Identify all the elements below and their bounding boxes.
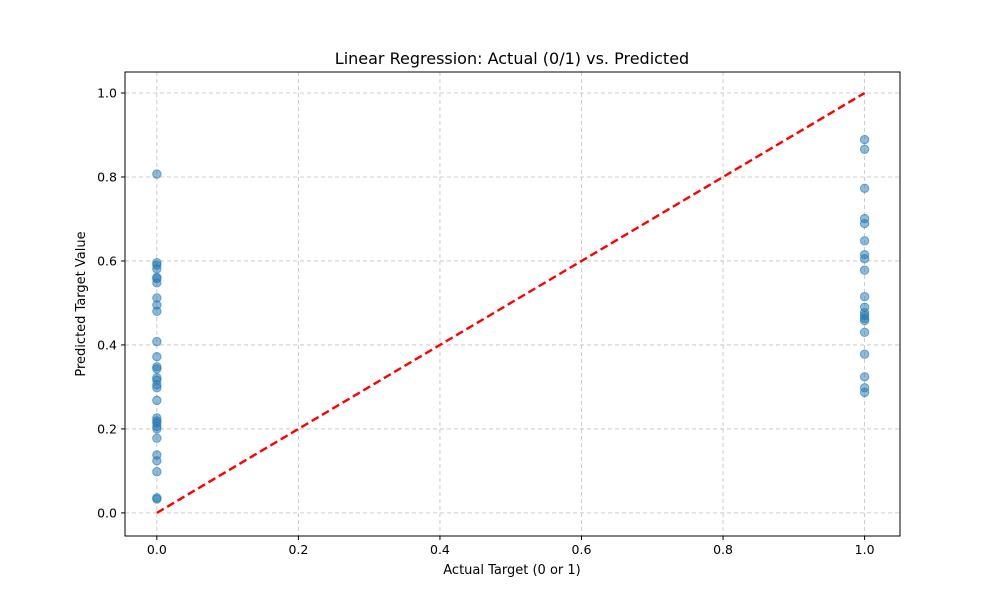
y-tick-label: 0.4 (97, 337, 117, 352)
y-axis-label: Predicted Target Value (74, 231, 89, 376)
y-axis-ticks: 0.0 0.2 0.4 0.6 0.8 1.0 (97, 85, 125, 520)
reference-line (156, 91, 866, 514)
data-point (152, 169, 162, 179)
data-point (859, 387, 870, 398)
y-tick-label: 1.0 (97, 85, 117, 100)
data-point (152, 336, 162, 347)
data-point (859, 144, 870, 154)
data-point (859, 327, 870, 338)
data-point (152, 424, 162, 434)
plot-frame (124, 71, 901, 537)
x-tick-label: 0.6 (572, 542, 592, 557)
data-point (152, 364, 162, 374)
data-point (152, 278, 162, 288)
reference-line-group (156, 91, 866, 514)
data-point (152, 395, 162, 406)
data-point (859, 254, 870, 264)
data-point (859, 372, 870, 382)
data-point (859, 134, 870, 145)
x-tick-label: 0.8 (713, 542, 733, 557)
data-point (152, 383, 162, 393)
chart-title: Linear Regression: Actual (0/1) vs. Pred… (335, 49, 689, 68)
x-tick-label: 0.4 (430, 542, 450, 557)
data-points (152, 134, 870, 504)
data-point (859, 291, 870, 302)
data-point (152, 264, 162, 274)
data-point (859, 218, 870, 229)
data-point (859, 183, 870, 194)
data-point (152, 306, 162, 317)
data-point (152, 467, 162, 477)
x-axis-label: Actual Target (0 or 1) (443, 563, 580, 578)
data-point (152, 494, 162, 504)
data-point (859, 349, 870, 359)
x-tick-label: 0.0 (147, 542, 167, 557)
y-tick-label: 0.6 (97, 253, 117, 268)
x-tick-label: 1.0 (855, 542, 875, 557)
y-gridlines (125, 92, 900, 514)
data-point (152, 351, 162, 362)
data-point (859, 265, 870, 275)
y-tick-label: 0.2 (97, 421, 117, 436)
x-axis-ticks: 0.0 0.2 0.4 0.6 0.8 1.0 (147, 536, 875, 557)
data-point (152, 433, 162, 443)
y-tick-label: 0.0 (97, 505, 117, 520)
x-tick-label: 0.2 (288, 542, 308, 557)
data-point (859, 236, 870, 246)
data-point (859, 315, 870, 326)
y-tick-label: 0.8 (97, 169, 117, 184)
data-point (152, 456, 162, 466)
